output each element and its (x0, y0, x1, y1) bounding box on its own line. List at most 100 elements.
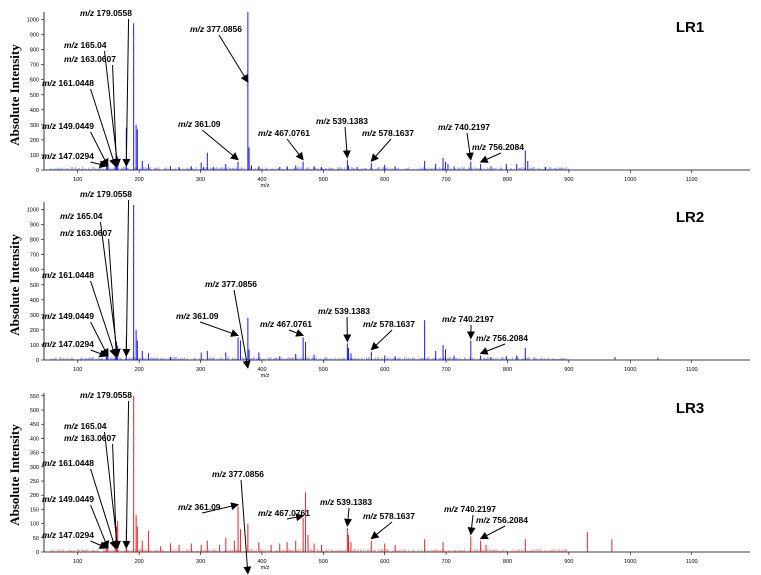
peak-annotation-label: m/z 163.0607 (60, 228, 112, 238)
peak-annotation-label: m/z 539.1383 (318, 306, 370, 316)
baseline-noise (49, 548, 570, 552)
peak-annotation-label: m/z 179.0558 (80, 8, 132, 18)
peak-annotation-arrow (288, 329, 305, 337)
x-tick-label: 400 (257, 367, 266, 373)
x-axis-label: m/z (261, 373, 270, 379)
peak-annotation-arrow (370, 521, 393, 540)
peak-annotation-arrow (103, 50, 121, 167)
x-tick-label: 800 (503, 367, 512, 373)
peak-annotation-arrow (342, 126, 351, 159)
peak-annotation-arrow (286, 138, 304, 161)
x-tick-label: 600 (380, 367, 389, 373)
x-tick-label: 400 (257, 177, 266, 183)
y-tick-label: 150 (30, 507, 39, 513)
y-tick-label: 100 (30, 153, 39, 159)
y-tick-label: 0 (36, 358, 39, 364)
x-tick-label: 900 (564, 559, 573, 565)
y-tick-label: 0 (36, 550, 39, 556)
peak-annotation-label: m/z 149.0449 (42, 311, 94, 321)
peak-annotation-label: m/z 578.1637 (363, 511, 415, 521)
y-tick-label: 500 (30, 93, 39, 99)
peak-annotation-label: m/z 377.0856 (205, 279, 257, 289)
peak-annotation-label: m/z 467.0761 (258, 128, 310, 138)
y-tick-label: 400 (30, 108, 39, 114)
x-tick-label: 900 (564, 177, 573, 183)
peak-annotation-arrow (90, 504, 109, 549)
y-tick-label: 100 (30, 522, 39, 528)
panel-title: LR1 (676, 19, 704, 36)
panel-title: LR3 (676, 400, 704, 417)
x-tick-label: 1100 (686, 367, 698, 373)
peak-annotation-label: m/z 467.0761 (260, 319, 312, 329)
y-tick-label: 450 (30, 422, 39, 428)
x-tick-label: 500 (319, 367, 328, 373)
peak-annotation-label: m/z 756.2084 (476, 515, 528, 525)
y-tick-label: 700 (30, 63, 39, 69)
peak-annotation-arrow (201, 129, 239, 161)
peak-annotation-label: m/z 740.2197 (438, 122, 490, 132)
peak-annotation-label: m/z 740.2197 (444, 504, 496, 514)
y-tick-label: 200 (30, 328, 39, 334)
y-tick-label: 900 (30, 223, 39, 229)
spectrum-panel-lr1: 0 100 200 300 400 500 600 700 800 900 1000 100 200 30… (27, 8, 750, 189)
peak-annotation-arrow (90, 321, 109, 357)
peak-annotation-arrow (202, 502, 240, 514)
x-axis-label: m/z (261, 565, 270, 571)
x-tick-label: 300 (196, 177, 205, 183)
peak-annotation-label: m/z 361.09 (178, 119, 221, 129)
x-tick-label: 100 (73, 367, 82, 373)
peak-annotation-label: m/z 467.0761 (258, 508, 310, 518)
y-tick-label: 300 (30, 123, 39, 129)
peak-annotation-label: m/z 578.1637 (363, 319, 415, 329)
x-tick-label: 400 (257, 559, 266, 565)
y-tick-label: 250 (30, 479, 39, 485)
y-tick-label: 800 (30, 238, 39, 244)
peak-annotation-label: m/z 165.04 (64, 421, 107, 431)
peak-annotation-label: m/z 377.0856 (212, 469, 264, 479)
y-tick-label: 500 (30, 408, 39, 414)
x-tick-label: 500 (319, 177, 328, 183)
x-tick-label: 1000 (624, 177, 636, 183)
peak-annotation-arrow (218, 34, 249, 83)
y-tick-label: 200 (30, 493, 39, 499)
peak-annotation-label: m/z 165.04 (64, 40, 107, 50)
peak-annotation-label: m/z 377.0856 (190, 24, 242, 34)
peak-annotation-arrow (90, 540, 108, 549)
peak-annotation-arrow (465, 132, 474, 161)
x-tick-label: 900 (564, 367, 573, 373)
x-tick-label: 700 (442, 177, 451, 183)
peak-annotation-label: m/z 179.0558 (80, 390, 132, 400)
peak-annotation-label: m/z 163.0607 (64, 433, 116, 443)
x-tick-label: 1000 (624, 559, 636, 565)
peak-annotation-arrow (370, 138, 392, 162)
peak-annotation-label: m/z 147.0294 (42, 339, 94, 349)
peak-annotation-arrow (99, 221, 121, 357)
y-tick-label: 0 (36, 168, 39, 174)
x-tick-label: 800 (503, 177, 512, 183)
peak-annotation-label: m/z 147.0294 (42, 530, 94, 540)
y-tick-label: 500 (30, 283, 39, 289)
x-tick-label: 1100 (686, 177, 698, 183)
peak-annotation-label: m/z 161.0448 (42, 270, 94, 280)
y-tick-label: 600 (30, 268, 39, 274)
peak-annotation-label: m/z 740.2197 (442, 314, 494, 324)
peak-annotation-label: m/z 361.09 (176, 311, 219, 321)
y-tick-label: 400 (30, 298, 39, 304)
peak-annotation-arrow (90, 349, 108, 358)
peak-annotation-label: m/z 165.04 (60, 211, 103, 221)
peak-annotation-label: m/z 149.0449 (42, 494, 94, 504)
x-tick-label: 200 (135, 367, 144, 373)
y-tick-label: 200 (30, 138, 39, 144)
x-tick-label: 700 (442, 559, 451, 565)
peak-annotation-label: m/z 578.1637 (362, 128, 414, 138)
peak-annotation-arrow (344, 507, 352, 527)
peak-annotation-label: m/z 756.2084 (472, 142, 524, 152)
x-axis-label: m/z (261, 183, 270, 189)
x-tick-label: 1000 (624, 367, 636, 373)
peak-annotation-arrow (90, 160, 108, 169)
y-tick-label: 550 (30, 394, 39, 400)
peak-annotation-arrow (90, 468, 117, 549)
x-tick-label: 1100 (686, 559, 698, 565)
peak-annotation-arrow (370, 329, 393, 351)
